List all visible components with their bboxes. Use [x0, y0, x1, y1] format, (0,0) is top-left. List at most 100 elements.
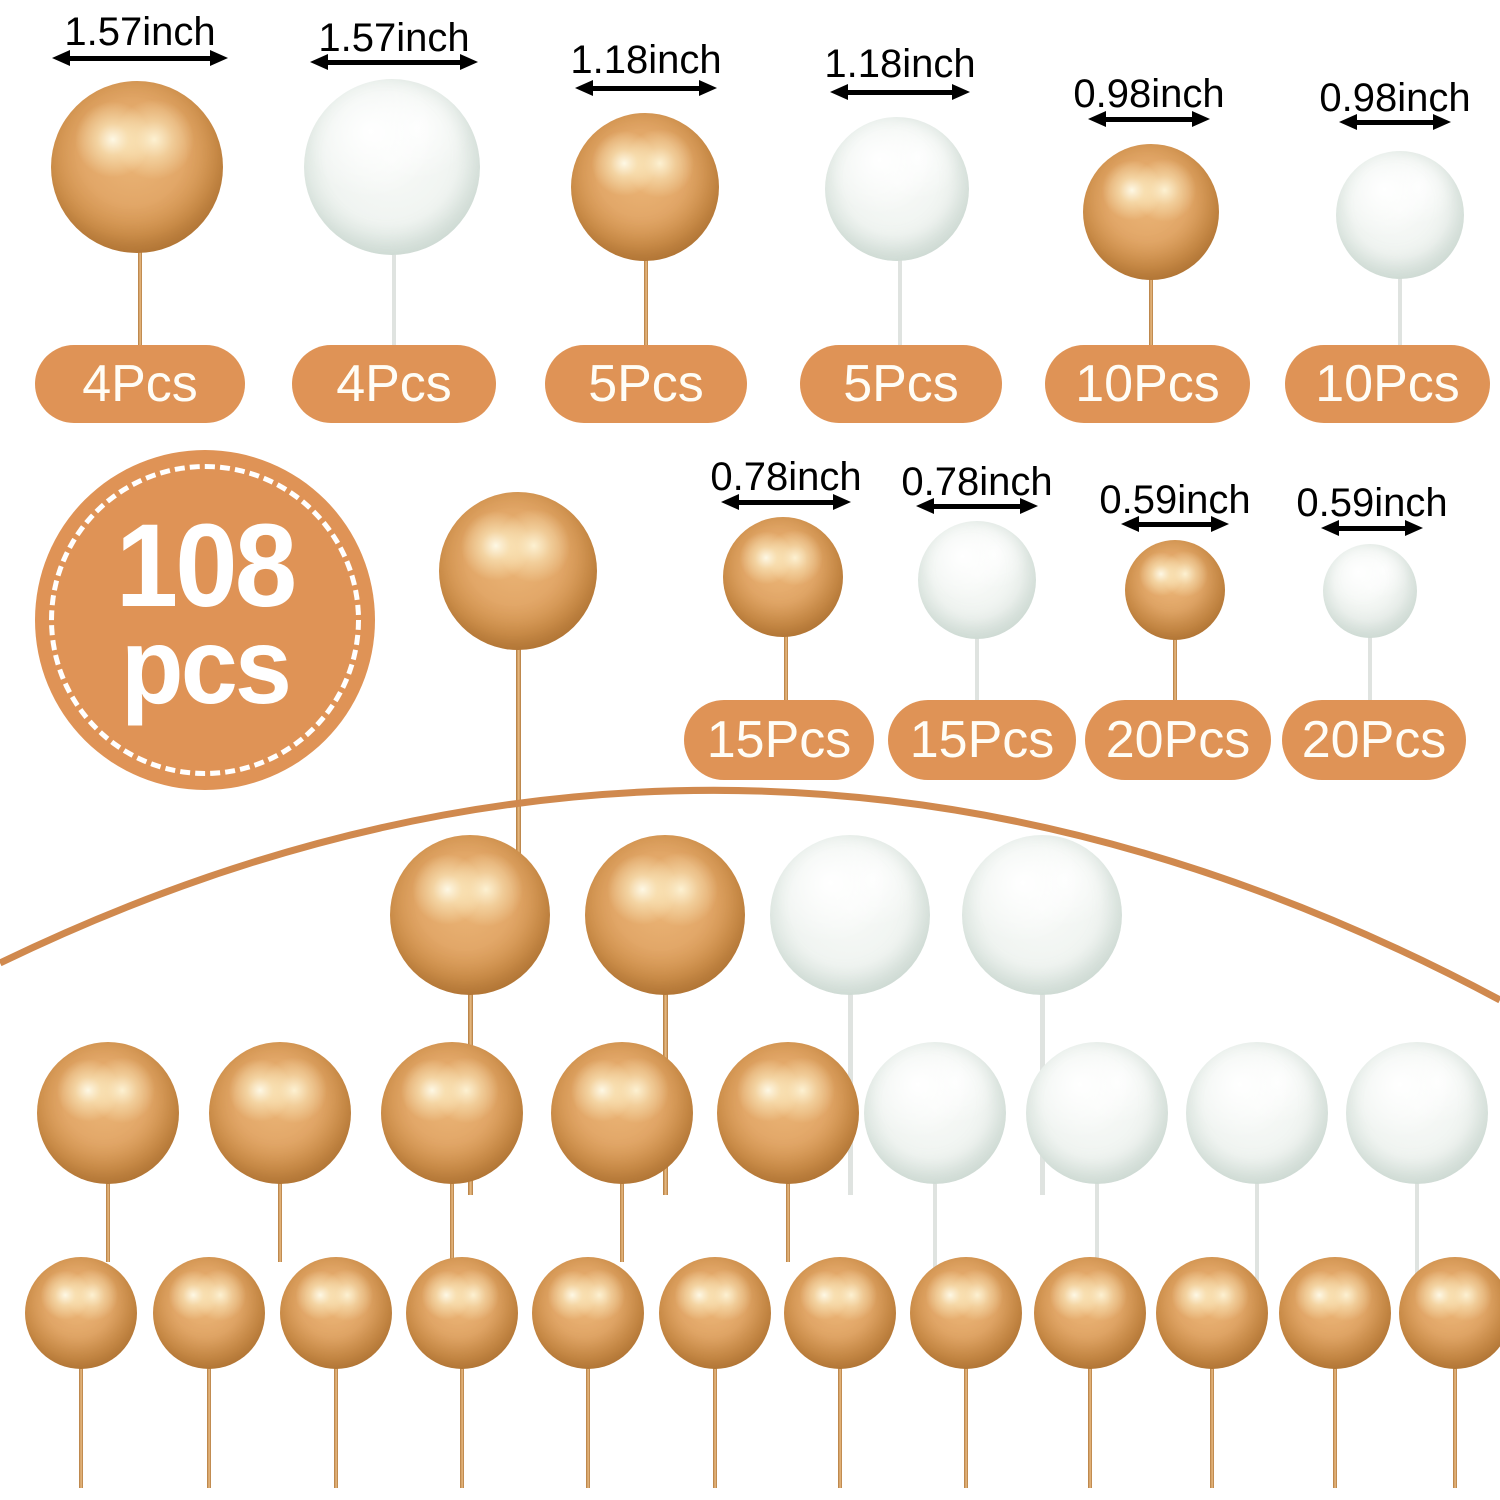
gold-ball — [551, 1042, 693, 1184]
arrow-shaft — [926, 503, 1028, 509]
white-ball — [825, 117, 969, 261]
gold-stick — [106, 1179, 110, 1262]
gold-ball — [717, 1042, 859, 1184]
gold-stick — [1333, 1364, 1337, 1488]
gold-ball — [585, 835, 745, 995]
arrow-shaft — [1131, 521, 1219, 527]
count-badge: 10Pcs — [1285, 345, 1490, 423]
gold-ball — [406, 1257, 518, 1369]
gold-stick — [713, 1364, 717, 1488]
white-ball — [962, 835, 1122, 995]
width-arrow-icon — [1321, 520, 1423, 536]
count-badge: 10Pcs — [1045, 345, 1250, 423]
white-stick — [1415, 1179, 1419, 1332]
white-ball — [1323, 544, 1417, 638]
gold-stick — [644, 256, 648, 345]
white-ball — [1336, 151, 1464, 279]
white-ball — [918, 521, 1036, 639]
white-ball — [304, 79, 480, 255]
width-arrow-icon — [1121, 516, 1229, 532]
white-ball — [770, 835, 930, 995]
arrow-shaft — [1331, 525, 1413, 531]
gold-ball — [532, 1257, 644, 1369]
gold-stick — [786, 1179, 790, 1262]
size-label: 0.98inch — [1319, 76, 1471, 120]
white-stick — [1398, 277, 1402, 345]
gold-ball — [153, 1257, 265, 1369]
count-badge: 15Pcs — [888, 700, 1076, 780]
arrow-shaft — [585, 85, 707, 91]
width-arrow-icon — [721, 494, 851, 510]
white-ball — [864, 1042, 1006, 1184]
gold-stick — [79, 1364, 83, 1488]
arrow-shaft — [1098, 116, 1200, 122]
gold-stick — [1173, 635, 1177, 700]
gold-stick — [1149, 275, 1153, 345]
size-label: 1.18inch — [824, 42, 976, 86]
size-label: 1.57inch — [64, 10, 216, 54]
gold-stick — [620, 1179, 624, 1262]
arrow-shaft — [62, 55, 218, 61]
gold-ball — [1125, 540, 1225, 640]
gold-stick — [278, 1179, 282, 1262]
white-ball — [1026, 1042, 1168, 1184]
gold-ball — [910, 1257, 1022, 1369]
gold-ball — [51, 81, 223, 253]
gold-stick — [586, 1364, 590, 1488]
white-stick — [1255, 1179, 1259, 1332]
gold-stick — [1453, 1364, 1457, 1488]
total-count-unit: pcs — [120, 605, 292, 727]
size-label: 1.57inch — [318, 16, 470, 60]
width-arrow-icon — [52, 50, 228, 66]
total-count-text: 108 pcs — [44, 444, 367, 784]
gold-ball — [1399, 1257, 1500, 1369]
gold-ball — [25, 1257, 137, 1369]
gold-ball — [723, 517, 843, 637]
white-stick — [898, 256, 902, 345]
gold-stick — [838, 1364, 842, 1488]
gold-ball — [1034, 1257, 1146, 1369]
total-count-number: 108 — [115, 499, 297, 632]
arrow-shaft — [840, 89, 960, 95]
total-count-badge: 108 pcs — [35, 450, 375, 790]
gold-ball — [1156, 1257, 1268, 1369]
size-label: 0.59inch — [1099, 478, 1251, 522]
gold-ball — [784, 1257, 896, 1369]
arrow-shaft — [320, 59, 468, 65]
gold-ball — [1083, 144, 1219, 280]
white-stick — [392, 250, 396, 345]
gold-stick — [1088, 1364, 1092, 1488]
count-badge: 4Pcs — [35, 345, 245, 423]
arrow-shaft — [731, 499, 841, 505]
gold-ball — [209, 1042, 351, 1184]
width-arrow-icon — [916, 498, 1038, 514]
gold-ball — [280, 1257, 392, 1369]
size-label: 0.98inch — [1073, 72, 1225, 116]
width-arrow-icon — [575, 80, 717, 96]
gold-ball — [571, 113, 719, 261]
size-label: 1.18inch — [570, 38, 722, 82]
width-arrow-icon — [1339, 114, 1451, 130]
gold-ball — [381, 1042, 523, 1184]
sample-gold-ball — [439, 492, 597, 650]
white-stick — [933, 1179, 937, 1332]
width-arrow-icon — [310, 54, 478, 70]
dashed-ring — [49, 464, 361, 776]
white-stick — [975, 634, 979, 700]
size-label: 0.78inch — [710, 455, 862, 499]
size-label: 0.78inch — [901, 460, 1053, 504]
count-badge: 20Pcs — [1282, 700, 1466, 780]
gold-stick — [207, 1364, 211, 1488]
count-badge: 5Pcs — [800, 345, 1002, 423]
gold-stick — [334, 1364, 338, 1488]
white-ball — [1186, 1042, 1328, 1184]
white-ball — [1346, 1042, 1488, 1184]
gold-stick — [1210, 1364, 1214, 1488]
count-badge: 4Pcs — [292, 345, 496, 423]
gold-ball — [37, 1042, 179, 1184]
gold-stick — [460, 1364, 464, 1488]
gold-stick — [964, 1364, 968, 1488]
gold-stick — [450, 1179, 454, 1262]
